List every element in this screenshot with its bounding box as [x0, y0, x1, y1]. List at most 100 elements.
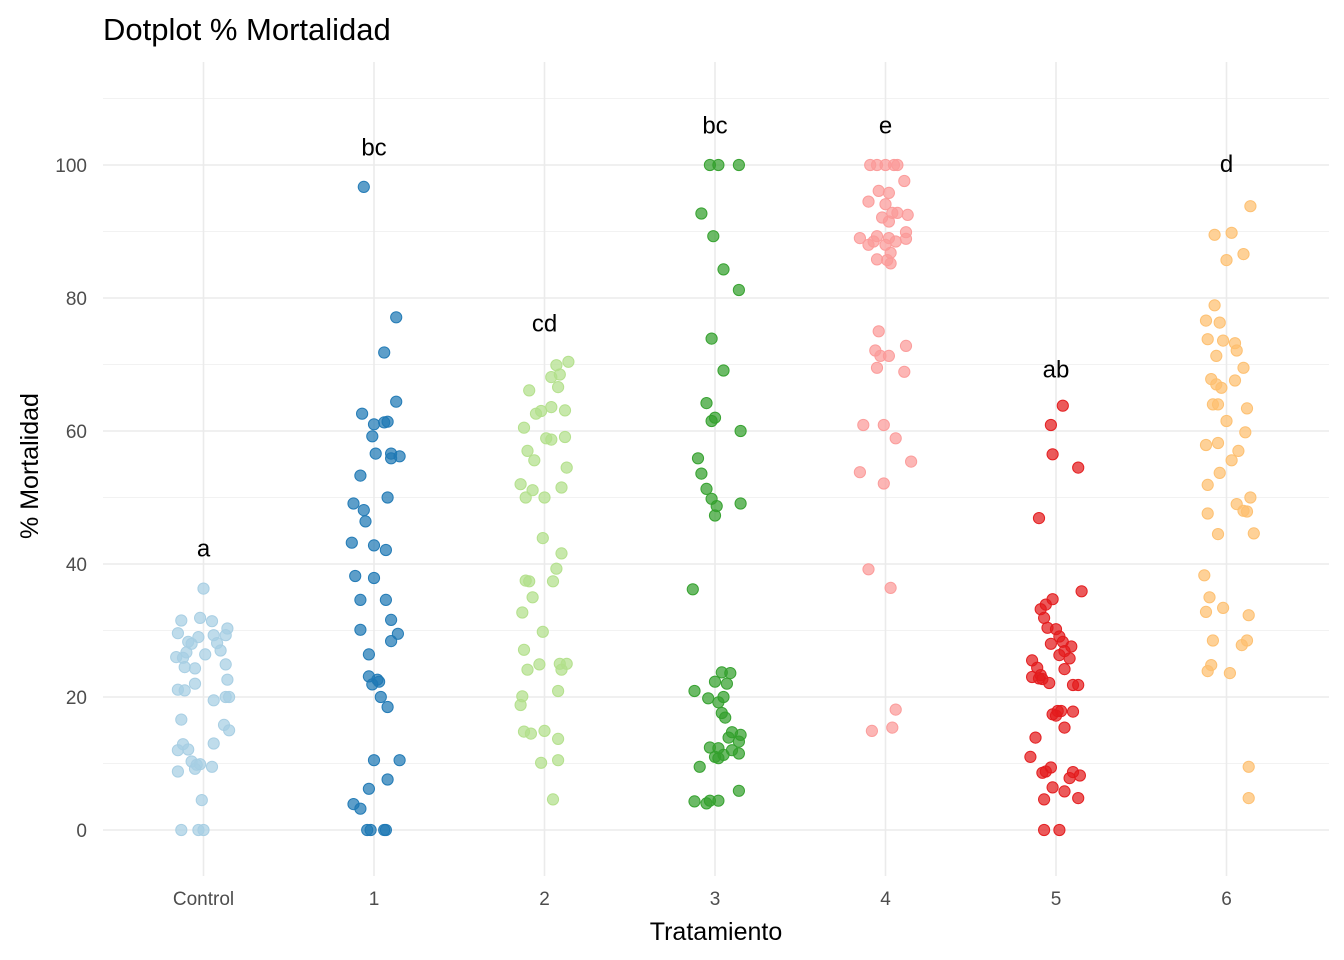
- data-point: [535, 756, 548, 769]
- data-point: [1072, 461, 1085, 474]
- data-point: [545, 371, 558, 384]
- data-point: [555, 663, 568, 676]
- data-point: [1056, 399, 1069, 412]
- data-point: [708, 411, 722, 424]
- data-point: [1242, 609, 1255, 622]
- data-point: [385, 613, 398, 627]
- data-point: [1044, 418, 1058, 432]
- data-point: [884, 581, 897, 595]
- data-point: [889, 432, 902, 445]
- data-point: [862, 195, 875, 208]
- data-point: [536, 532, 549, 545]
- data-point: [712, 158, 725, 172]
- data-point: [695, 467, 708, 480]
- major-gridlines: [103, 62, 1329, 876]
- data-point: [523, 384, 536, 397]
- data-point: [354, 802, 367, 815]
- data-point: [178, 684, 191, 697]
- data-point: [171, 627, 184, 640]
- y-tick-label: 20: [66, 688, 87, 709]
- data-point: [347, 497, 360, 510]
- data-point: [719, 711, 732, 724]
- data-point: [207, 694, 220, 707]
- data-point: [891, 206, 904, 219]
- data-point: [891, 158, 904, 172]
- x-axis-title: Tratamiento: [650, 918, 782, 946]
- data-point: [519, 491, 532, 504]
- data-point: [732, 158, 746, 172]
- data-point: [734, 497, 747, 510]
- data-point: [1043, 676, 1056, 690]
- data-point: [188, 762, 202, 775]
- data-point: [205, 760, 219, 773]
- data-point: [517, 421, 531, 434]
- data-point: [898, 365, 911, 378]
- data-point: [1220, 254, 1233, 267]
- data-point: [175, 614, 188, 627]
- data-point: [901, 208, 914, 221]
- data-point: [1072, 678, 1085, 692]
- data-point: [221, 673, 234, 686]
- data-point: [175, 713, 188, 726]
- data-point: [1210, 349, 1223, 362]
- data-point: [357, 504, 370, 517]
- data-point: [1024, 750, 1037, 764]
- data-point: [882, 186, 896, 199]
- group-label: d: [1220, 151, 1233, 178]
- data-point: [550, 562, 563, 575]
- data-point: [717, 748, 730, 762]
- data-point: [1072, 792, 1085, 805]
- data-point: [552, 732, 565, 746]
- data-point: [882, 215, 896, 228]
- data-point: [1036, 766, 1049, 779]
- data-point: [712, 794, 725, 807]
- data-point: [205, 615, 219, 628]
- data-point: [1242, 792, 1255, 805]
- data-point: [708, 675, 722, 688]
- data-point: [905, 455, 918, 468]
- data-point: [517, 643, 531, 656]
- group-label: a: [197, 535, 211, 562]
- data-point: [688, 795, 701, 808]
- data-point: [536, 625, 549, 638]
- data-point: [182, 743, 195, 756]
- data-point: [1038, 793, 1051, 806]
- data-point: [195, 794, 208, 807]
- data-point: [354, 593, 367, 607]
- data-point: [1201, 507, 1214, 520]
- data-point: [707, 230, 720, 243]
- data-point: [857, 418, 870, 432]
- data-point: [1239, 426, 1252, 439]
- data-point: [1046, 781, 1059, 794]
- data-point: [1237, 361, 1250, 374]
- data-point: [1201, 665, 1214, 678]
- data-point: [1235, 639, 1248, 652]
- data-point: [1058, 721, 1071, 734]
- data-point: [862, 563, 875, 576]
- data-point: [702, 692, 715, 705]
- x-axis-tick-labels: Control 1 2 3 4 5 6: [173, 889, 1232, 910]
- data-point: [171, 744, 184, 757]
- data-point: [1053, 649, 1066, 662]
- data-point: [381, 415, 394, 428]
- data-point: [357, 180, 370, 193]
- data-point: [354, 469, 367, 482]
- data-point: [1066, 705, 1080, 718]
- data-point: [381, 700, 394, 714]
- data-point: [516, 606, 529, 619]
- data-point: [379, 593, 392, 607]
- data-point: [197, 823, 210, 837]
- data-point: [1244, 491, 1257, 504]
- data-point: [1199, 314, 1213, 327]
- chart-title: Dotplot % Mortalidad: [103, 12, 391, 47]
- data-point: [889, 235, 902, 248]
- data-point: [367, 754, 381, 767]
- data-point: [219, 629, 232, 642]
- data-point: [853, 466, 867, 479]
- data-point: [1211, 398, 1225, 411]
- data-point: [555, 547, 568, 560]
- data-point: [528, 454, 541, 467]
- y-tick-label: 60: [66, 422, 87, 443]
- data-point: [886, 721, 899, 734]
- data-point: [223, 690, 236, 704]
